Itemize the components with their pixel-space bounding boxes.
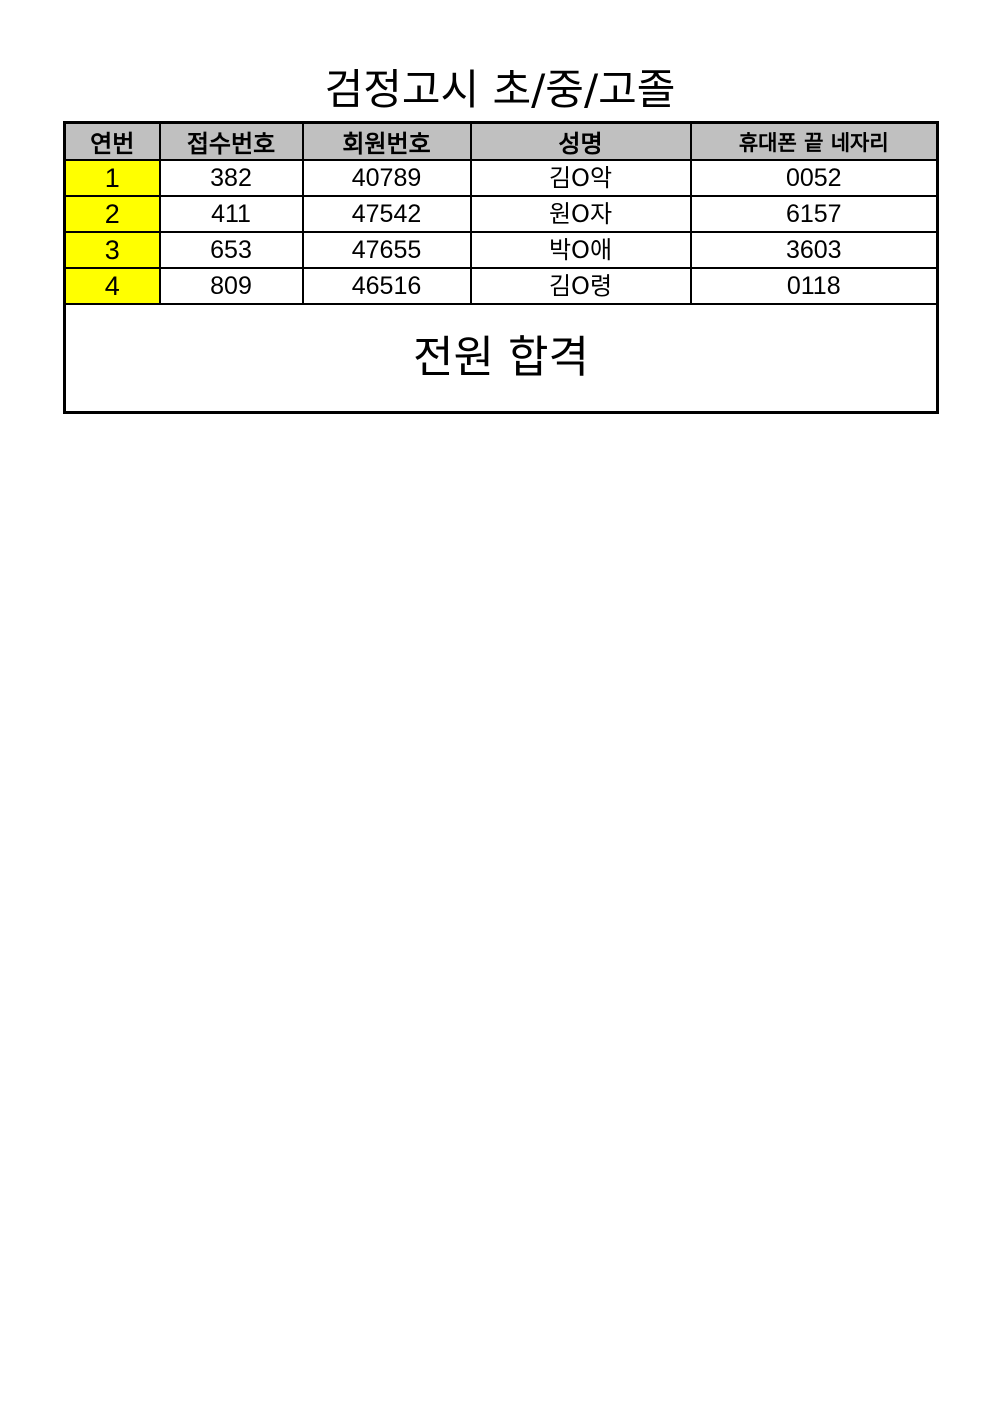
cell-index: 3 [63, 231, 161, 269]
table-header-row: 연번 접수번호 회원번호 성명 휴대폰 끝 네자리 [63, 121, 939, 161]
cell-receipt-number: 411 [158, 195, 304, 233]
page-title: 검정고시 초/중/고졸 [324, 65, 676, 114]
header-name: 성명 [469, 121, 692, 161]
cell-member-number: 47542 [301, 195, 472, 233]
cell-index: 2 [63, 195, 161, 233]
header-index: 연번 [63, 121, 161, 161]
table-row: 2 411 47542 원O자 6157 [63, 195, 939, 233]
cell-phone-last4: 3603 [689, 231, 939, 269]
cell-phone-last4: 0052 [689, 159, 939, 197]
cell-name: 김O령 [469, 267, 692, 305]
cell-member-number: 46516 [301, 267, 472, 305]
results-table: 연번 접수번호 회원번호 성명 휴대폰 끝 네자리 1 382 40789 김O악 00… [63, 121, 939, 414]
cell-name: 원O자 [469, 195, 692, 233]
table-row: 4 809 46516 김O령 0118 [63, 267, 939, 305]
table-row: 1 382 40789 김O악 0052 [63, 159, 939, 197]
cell-receipt-number: 382 [158, 159, 304, 197]
cell-phone-last4: 0118 [689, 267, 939, 305]
cell-receipt-number: 653 [158, 231, 304, 269]
cell-name: 박O애 [469, 231, 692, 269]
cell-index: 4 [63, 267, 161, 305]
header-receipt-number: 접수번호 [158, 121, 304, 161]
footer-row: 전원 합격 [63, 303, 939, 414]
cell-member-number: 40789 [301, 159, 472, 197]
cell-member-number: 47655 [301, 231, 472, 269]
table-row: 3 653 47655 박O애 3603 [63, 231, 939, 269]
all-passed-text: 전원 합격 [63, 303, 939, 414]
cell-name: 김O악 [469, 159, 692, 197]
cell-receipt-number: 809 [158, 267, 304, 305]
header-phone-last4: 휴대폰 끝 네자리 [689, 121, 939, 161]
cell-index: 1 [63, 159, 161, 197]
cell-phone-last4: 6157 [689, 195, 939, 233]
header-member-number: 회원번호 [301, 121, 472, 161]
